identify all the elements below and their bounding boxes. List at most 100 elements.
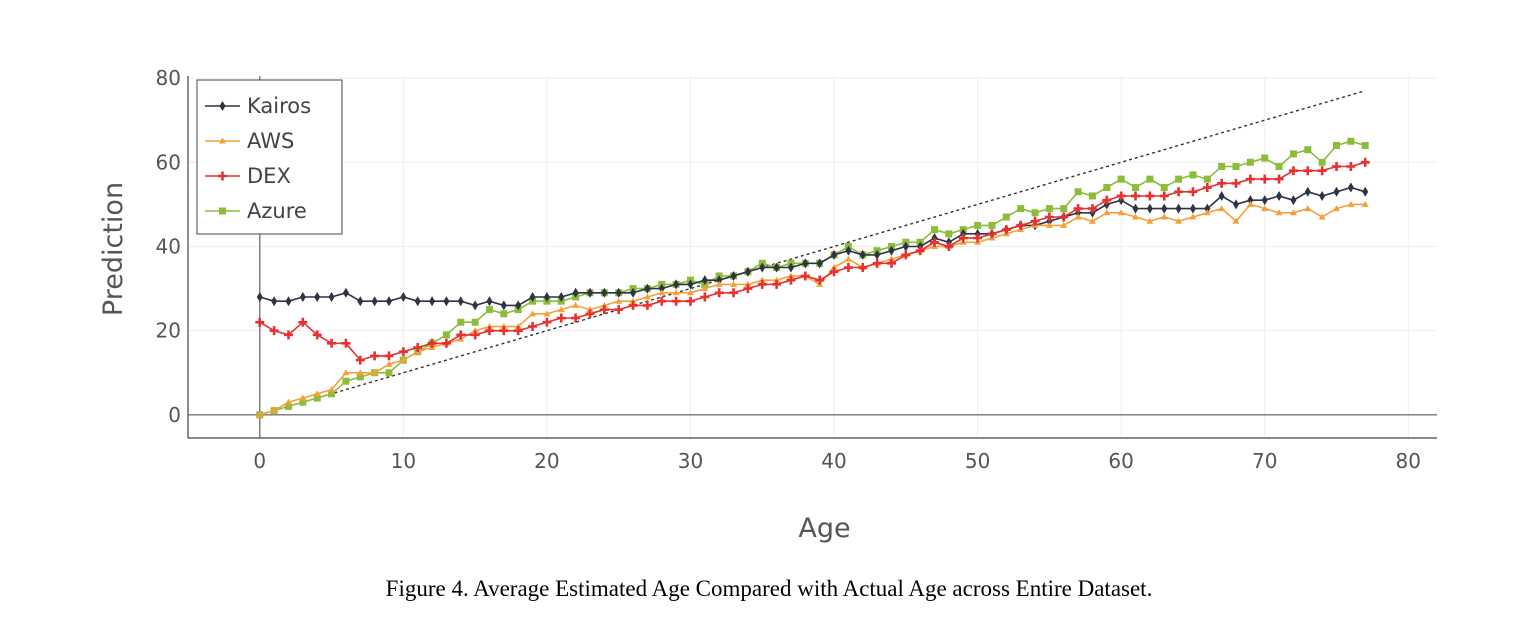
grid: [188, 76, 1437, 438]
data-point-dex: [800, 271, 810, 281]
data-point-aws: [557, 306, 565, 313]
data-point-aws: [1146, 217, 1154, 224]
data-point-dex: [398, 347, 408, 357]
data-point-aws: [1074, 213, 1082, 220]
data-point-dex: [642, 300, 652, 310]
data-point-kairos: [342, 287, 349, 298]
data-point-azure: [1045, 205, 1053, 213]
x-axis-title: Age: [798, 513, 850, 544]
data-point-dex: [1346, 162, 1356, 171]
data-point-dex: [556, 313, 566, 323]
data-point-kairos: [1146, 203, 1153, 214]
data-point-azure: [1318, 158, 1326, 166]
data-point-aws: [543, 310, 551, 317]
data-point-aws: [572, 301, 580, 308]
data-point-dex: [1116, 191, 1126, 201]
data-point-dex: [1360, 157, 1370, 167]
data-point-dex: [1016, 220, 1026, 230]
data-point-dex: [1159, 191, 1169, 201]
data-point-azure: [1175, 175, 1183, 183]
data-point-aws: [356, 369, 364, 376]
data-point-dex: [1059, 212, 1069, 222]
data-point-kairos: [256, 291, 263, 302]
data-point-kairos: [1347, 182, 1354, 193]
data-point-kairos: [1304, 186, 1311, 197]
data-point-azure: [1074, 188, 1082, 196]
data-point-kairos: [500, 300, 507, 311]
data-point-aws: [385, 360, 393, 367]
data-point-kairos: [443, 296, 450, 307]
data-point-azure: [1088, 192, 1096, 200]
data-point-kairos: [1175, 203, 1182, 214]
data-point-azure: [1232, 163, 1240, 170]
data-point-kairos: [357, 296, 364, 307]
data-point-azure: [1246, 158, 1254, 166]
data-point-dex: [958, 233, 968, 243]
data-point-dex: [499, 326, 509, 336]
data-point-azure: [1333, 141, 1341, 149]
data-point-dex: [312, 330, 322, 340]
data-point-kairos: [845, 245, 852, 256]
data-point-azure: [284, 402, 292, 410]
data-point-aws: [830, 264, 838, 271]
data-point-aws: [399, 356, 407, 363]
data-point-kairos: [299, 291, 306, 302]
data-point-dex: [370, 351, 380, 361]
data-point-dex: [1245, 174, 1255, 184]
data-point-dex: [283, 330, 293, 340]
data-point-aws: [586, 306, 594, 313]
data-point-azure: [313, 394, 321, 402]
data-point-kairos: [1319, 190, 1326, 201]
data-point-kairos: [314, 291, 321, 302]
data-point-dex: [671, 296, 681, 306]
data-point-aws: [643, 293, 651, 300]
legend: Kairos AWS DEX Azure: [196, 79, 343, 235]
figure-caption: Figure 4. Average Estimated Age Compared…: [385, 576, 1153, 601]
data-point-dex: [1332, 162, 1342, 171]
data-point-dex: [269, 326, 279, 336]
data-point-aws: [1160, 213, 1168, 220]
data-point-azure: [485, 306, 493, 314]
data-point-dex: [413, 343, 423, 352]
data-point-kairos: [1204, 203, 1211, 214]
legend-marker-dex: [218, 171, 227, 181]
data-point-kairos: [601, 287, 608, 298]
data-point-dex: [786, 275, 796, 285]
series-aws: [256, 200, 1369, 418]
data-point-azure: [1160, 184, 1168, 192]
data-point-kairos: [1362, 186, 1369, 197]
data-point-kairos: [658, 283, 665, 294]
data-point-dex: [427, 338, 437, 348]
data-point-kairos: [586, 287, 593, 298]
data-point-dex: [987, 229, 997, 239]
data-point-kairos: [730, 270, 737, 281]
data-point-aws: [529, 310, 537, 317]
y-axis-title: Prediction: [98, 182, 129, 316]
data-point-kairos: [816, 258, 823, 269]
data-point-dex: [542, 317, 552, 327]
data-point-aws: [1218, 205, 1226, 212]
reference-line: [317, 90, 1366, 399]
data-point-dex: [513, 326, 523, 336]
data-point-dex: [528, 321, 538, 331]
data-point-aws: [1304, 205, 1312, 212]
data-point-dex: [714, 288, 724, 298]
data-point-dex: [585, 309, 595, 319]
y-tick-label: 20: [156, 319, 181, 343]
y-tick-label: 60: [156, 150, 181, 174]
data-point-dex: [298, 317, 308, 327]
data-point-azure: [988, 221, 996, 229]
data-point-kairos: [1333, 186, 1340, 197]
data-point-kairos: [543, 291, 550, 302]
legend-label-azure: Azure: [247, 199, 307, 223]
data-point-azure: [945, 230, 953, 238]
data-point-aws: [1275, 209, 1283, 216]
data-point-aws: [672, 289, 680, 296]
data-point-aws: [658, 289, 666, 296]
data-point-aws: [485, 322, 493, 329]
data-point-aws: [1117, 209, 1125, 216]
data-point-dex: [843, 263, 853, 273]
data-point-dex: [1231, 178, 1241, 188]
data-point-azure: [342, 377, 350, 385]
data-point-dex: [930, 237, 940, 247]
